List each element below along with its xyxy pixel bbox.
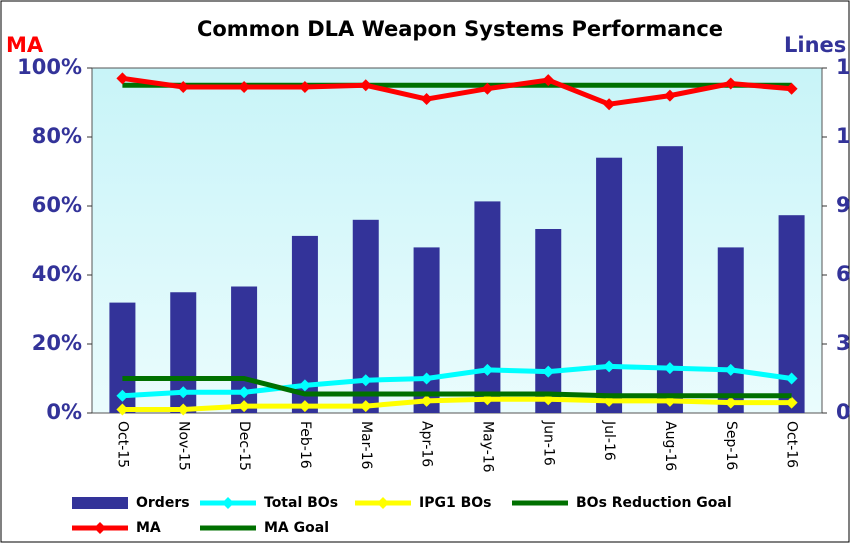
- chart-title: Common DLA Weapon Systems Performance: [197, 17, 723, 41]
- legend-marker: [222, 497, 234, 509]
- marker: [481, 363, 494, 376]
- x-tick-group: Nov-15: [175, 421, 191, 471]
- x-tick-group: Dec-15: [236, 421, 252, 471]
- y-tick-label: 0%: [46, 400, 82, 424]
- marker: [298, 400, 311, 413]
- marker: [238, 386, 251, 399]
- marker: [724, 77, 737, 90]
- marker: [785, 396, 798, 409]
- marker: [238, 80, 251, 93]
- marker: [116, 403, 129, 416]
- y2-tick-label: 15: [836, 55, 850, 79]
- x-tick-label: Dec-15: [236, 421, 252, 471]
- legend-label: Total BOs: [264, 495, 338, 511]
- marker: [238, 400, 251, 413]
- marker: [359, 374, 372, 387]
- legend-swatch: [72, 497, 128, 509]
- y2-tick-label: 12: [836, 124, 850, 148]
- marker: [420, 93, 433, 106]
- x-tick-label: May-16: [479, 421, 495, 473]
- y-tick-label: 40%: [32, 262, 82, 286]
- line: [122, 396, 792, 413]
- marker: [177, 386, 190, 399]
- x-tick-group: Oct-15: [114, 421, 130, 468]
- line: [122, 376, 792, 399]
- marker: [116, 389, 129, 402]
- legend-label: MA: [136, 520, 161, 536]
- line: [122, 363, 792, 399]
- marker: [785, 82, 798, 95]
- bar: [717, 247, 744, 413]
- marker: [542, 365, 555, 378]
- y2-tick-label: 0: [836, 400, 850, 424]
- y-tick-label: 100%: [17, 55, 82, 79]
- y-tick-label: 60%: [32, 193, 82, 217]
- legend-marker: [94, 522, 106, 534]
- marker: [359, 400, 372, 413]
- x-tick-group: Jul-16: [601, 420, 617, 461]
- x-tick-label: Feb-16: [297, 421, 313, 469]
- x-tick-label: Sep-16: [723, 421, 739, 470]
- marker: [481, 82, 494, 95]
- marker: [724, 396, 737, 409]
- marker: [359, 79, 372, 92]
- x-tick-label: Aug-16: [662, 421, 678, 471]
- line: [122, 75, 792, 107]
- y-axis-title: MA: [6, 33, 44, 57]
- y2-axis-title: Lines: [784, 33, 846, 57]
- bar: [474, 201, 501, 413]
- marker: [663, 89, 676, 102]
- x-tick-label: Jun-16: [540, 420, 556, 466]
- bar: [596, 157, 623, 413]
- marker: [542, 74, 555, 87]
- y2-tick-label: 9: [836, 193, 850, 217]
- y-tick-label: 80%: [32, 124, 82, 148]
- marker: [177, 403, 190, 416]
- plot-area: [91, 67, 823, 414]
- x-tick-group: Feb-16: [297, 421, 313, 469]
- x-tick-group: Sep-16: [723, 421, 739, 470]
- marker: [116, 72, 129, 85]
- legend-label: BOs Reduction Goal: [576, 495, 732, 511]
- x-tick-label: Oct-15: [114, 421, 130, 468]
- bar: [413, 247, 440, 413]
- y2-tick-label: 3: [836, 331, 850, 355]
- marker: [420, 394, 433, 407]
- legend-label: MA Goal: [264, 520, 329, 536]
- legend-label: Orders: [136, 495, 190, 511]
- legend-label: IPG1 BOs: [419, 495, 491, 511]
- x-tick-group: Apr-16: [419, 421, 435, 467]
- legend-marker: [377, 497, 389, 509]
- marker: [603, 98, 616, 111]
- x-tick-group: May-16: [479, 421, 495, 473]
- x-tick-label: Nov-15: [175, 421, 191, 471]
- x-tick-group: Jun-16: [540, 420, 556, 466]
- x-tick-label: Apr-16: [419, 421, 435, 467]
- x-tick-group: Mar-16: [358, 421, 374, 469]
- marker: [177, 80, 190, 93]
- x-tick-label: Mar-16: [358, 421, 374, 469]
- marker: [298, 379, 311, 392]
- marker: [663, 362, 676, 375]
- x-tick-group: Aug-16: [662, 421, 678, 471]
- y-tick-label: 20%: [32, 331, 82, 355]
- x-tick-label: Jul-16: [601, 420, 617, 461]
- marker: [420, 372, 433, 385]
- marker: [298, 80, 311, 93]
- marker: [724, 363, 737, 376]
- marker: [603, 360, 616, 373]
- bar: [535, 229, 562, 413]
- y2-tick-label: 6: [836, 262, 850, 286]
- marker: [785, 372, 798, 385]
- x-tick-group: Oct-16: [784, 421, 800, 468]
- x-tick-label: Oct-16: [784, 421, 800, 468]
